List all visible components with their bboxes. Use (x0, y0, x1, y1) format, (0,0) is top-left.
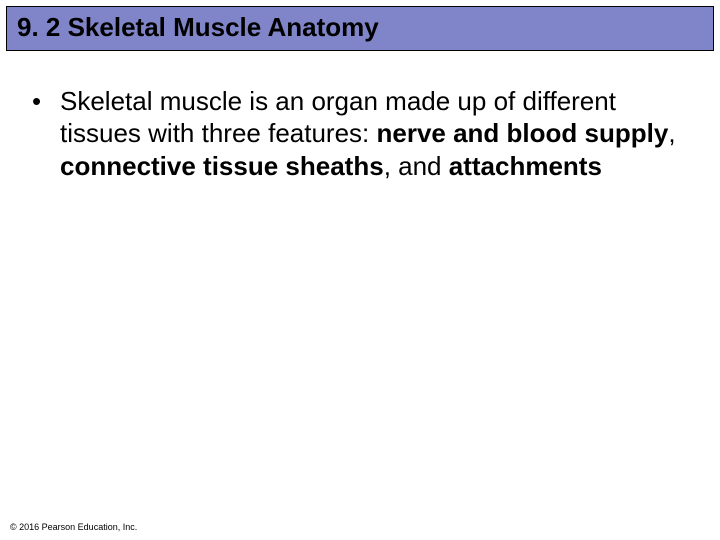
slide-title: 9. 2 Skeletal Muscle Anatomy (17, 13, 703, 42)
bold-feature-3: attachments (449, 151, 602, 181)
bold-feature-1: nerve and blood supply (376, 118, 668, 148)
slide-body: • Skeletal muscle is an organ made up of… (0, 51, 720, 183)
bold-feature-2: connective tissue sheaths (60, 151, 384, 181)
bullet-marker: • (28, 85, 60, 118)
sep-2: , and (384, 151, 449, 181)
bullet-item: • Skeletal muscle is an organ made up of… (28, 85, 692, 183)
sep-1: , (668, 118, 675, 148)
copyright-footer: © 2016 Pearson Education, Inc. (10, 522, 137, 532)
slide: 9. 2 Skeletal Muscle Anatomy • Skeletal … (0, 6, 720, 540)
bullet-text: Skeletal muscle is an organ made up of d… (60, 85, 692, 183)
title-bar: 9. 2 Skeletal Muscle Anatomy (6, 6, 714, 51)
